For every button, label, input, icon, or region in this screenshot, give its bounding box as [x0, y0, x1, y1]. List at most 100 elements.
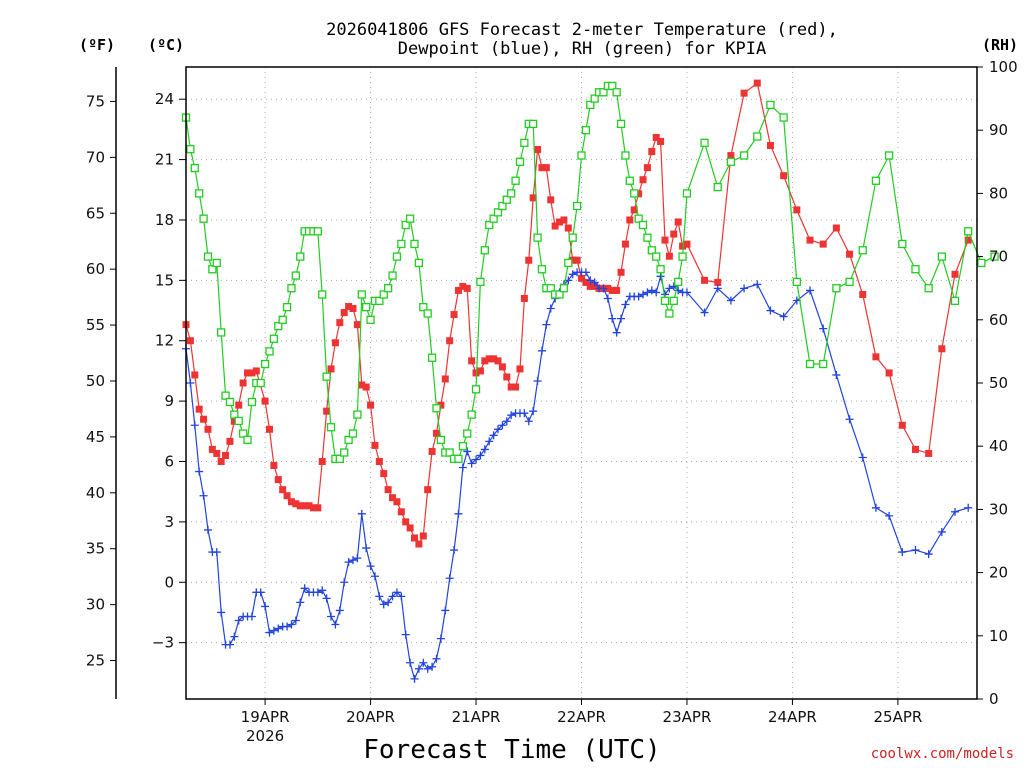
dewpoint-point — [753, 280, 762, 289]
rh-point — [467, 410, 476, 419]
temperature-point — [560, 216, 568, 224]
temperature-point — [195, 405, 203, 413]
dewpoint-point — [370, 572, 379, 581]
temperature-point — [507, 383, 515, 391]
rh-point — [669, 296, 678, 305]
temperature-point — [525, 256, 533, 264]
rh-point — [493, 208, 503, 217]
rh-point — [586, 100, 595, 110]
rh-point — [766, 100, 775, 110]
temperature-point — [200, 415, 208, 423]
chart-title-line-2: Dewpoint (blue), RH (green) for KPIA — [398, 39, 766, 59]
dewpoint-point — [656, 272, 665, 281]
date-tick-label: 22APR — [557, 708, 606, 726]
dewpoint-point — [436, 634, 445, 643]
dewpoint-point — [199, 491, 208, 500]
rh-point — [726, 157, 736, 166]
dewpoint-point — [353, 554, 362, 563]
rh-point — [616, 119, 626, 129]
dewpoint-point — [291, 616, 300, 625]
rh-point — [379, 290, 388, 299]
rh-point — [432, 404, 441, 413]
rh-point — [282, 303, 292, 312]
temperature-point — [371, 441, 379, 449]
rh-point — [353, 410, 362, 419]
temperature-point — [591, 282, 599, 290]
temperature-point — [367, 401, 375, 409]
rh-point — [608, 81, 617, 91]
temperature-point — [226, 437, 234, 445]
dewpoint-point — [212, 548, 221, 557]
temperature-point — [648, 148, 656, 156]
temperature-point — [925, 449, 933, 457]
rh-point — [436, 435, 446, 445]
fahrenheit-tick-label: 55 — [86, 316, 105, 334]
rh-point — [898, 239, 907, 249]
rh-point — [392, 252, 402, 261]
rh-point — [537, 265, 547, 274]
rh-point — [190, 163, 199, 173]
temperature-point — [556, 218, 564, 226]
temperature-point — [336, 319, 344, 327]
rh-point — [326, 423, 336, 432]
rh-point — [638, 220, 648, 230]
dewpoint-point — [190, 421, 199, 430]
dewpoint-point — [498, 421, 507, 430]
rh-point — [564, 258, 573, 268]
rh-tick-label: 30 — [989, 500, 1008, 518]
dewpoint-point — [652, 288, 661, 297]
temperature-point — [714, 278, 722, 286]
dewpoint-point — [700, 308, 709, 317]
dewpoint-point — [401, 630, 410, 639]
date-tick-label: 21APR — [452, 708, 501, 726]
rh-point — [247, 397, 257, 407]
temperature-point — [498, 363, 506, 371]
celsius-tick-label: 12 — [155, 332, 174, 350]
temperature-point — [362, 383, 370, 391]
temperature-point — [415, 540, 423, 548]
dewpoint-point — [348, 556, 357, 565]
dewpoint-point — [234, 616, 243, 625]
temperature-point — [819, 240, 827, 248]
temperature-point — [358, 381, 366, 389]
dewpoint-point — [318, 586, 327, 595]
temperature-point — [670, 230, 678, 238]
dewpoint-point — [344, 558, 353, 567]
dewpoint-point — [322, 594, 331, 603]
dewpoint-point — [639, 290, 648, 299]
rh-point — [405, 214, 415, 223]
rh-point — [471, 385, 481, 394]
dewpoint-point — [494, 425, 503, 434]
rh-tick-label: 10 — [989, 627, 1008, 645]
date-tick-label: 19APR — [241, 708, 290, 726]
temperature-point — [213, 449, 221, 457]
rh-point — [208, 265, 217, 274]
rh-point — [357, 290, 366, 299]
temperature-point — [345, 303, 353, 311]
fahrenheit-tick-label: 50 — [86, 372, 105, 390]
temperature-point — [292, 500, 300, 508]
rh-tick-label: 100 — [989, 58, 1018, 76]
dewpoint-point — [485, 437, 494, 446]
rh-point — [340, 448, 349, 457]
dewpoint-point — [634, 292, 643, 301]
rh-point — [265, 347, 274, 356]
temperature-point — [586, 282, 594, 290]
rh-point — [977, 258, 986, 268]
x-axis-title: Forecast Time (UTC) — [363, 735, 660, 765]
temperature-point — [617, 268, 625, 276]
chart-title-line-1: 2026041806 GFS Forecast 2-meter Temperat… — [326, 20, 838, 40]
temperature-point — [472, 369, 480, 377]
rh-point — [278, 315, 287, 324]
dewpoint-point — [529, 407, 538, 416]
temperature-point — [389, 494, 397, 502]
dewpoint-point — [423, 664, 432, 673]
rh-point — [507, 189, 516, 198]
rh-point — [423, 309, 432, 318]
temperature-point — [582, 278, 590, 286]
dewpoint-point — [612, 328, 621, 337]
dewpoint-point — [621, 300, 630, 309]
rh-point — [375, 296, 384, 305]
rh-point — [779, 113, 788, 122]
fahrenheit-tick-label: 25 — [86, 652, 105, 670]
